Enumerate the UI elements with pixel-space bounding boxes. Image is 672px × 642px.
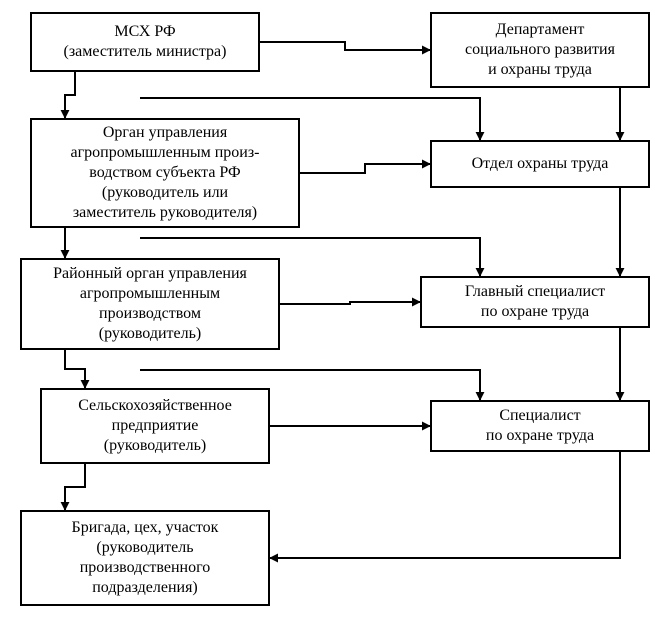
node-n9: Бригада, цех, участок (руководитель прои… (20, 510, 270, 606)
flowchart-canvas: МСХ РФ (заместитель министра) Департамент… (0, 0, 672, 642)
edge (65, 72, 75, 118)
node-n1: МСХ РФ (заместитель министра) (30, 12, 260, 72)
node-n5: Районный орган управления агропромышленн… (20, 258, 280, 350)
node-n8: Специалист по охране труда (430, 400, 650, 452)
node-n2: Департамент социального развития и охран… (430, 12, 650, 88)
node-n7: Сельскохозяйственное предприятие (руково… (40, 388, 270, 464)
edge (280, 302, 420, 304)
node-n3: Орган управления агропромышленным произ-… (30, 118, 300, 228)
edge (260, 42, 430, 50)
edge (300, 164, 430, 173)
edge (65, 464, 85, 510)
edge (65, 350, 85, 388)
node-n6: Главный специалист по охране труда (420, 276, 650, 328)
edge (270, 452, 620, 558)
node-n4: Отдел охраны труда (430, 140, 650, 188)
